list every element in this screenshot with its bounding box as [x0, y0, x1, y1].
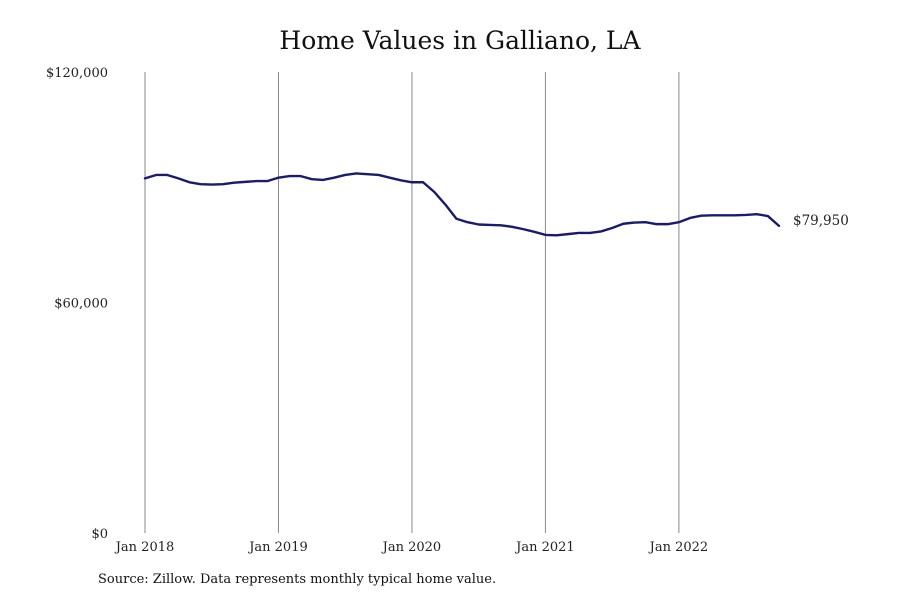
x-tick-label: Jan 2019	[247, 540, 308, 555]
series-line	[143, 172, 781, 237]
chart-title: Home Values in Galliano, LA	[279, 26, 641, 55]
y-tick-label: $60,000	[54, 297, 108, 312]
x-tick-label: Jan 2022	[648, 540, 709, 555]
series-layer: $79,950	[143, 172, 849, 237]
x-tick-label: Jan 2020	[381, 540, 442, 555]
y-tick-label: $0	[91, 527, 108, 542]
x-tick-label: Jan 2018	[114, 540, 175, 555]
axis-labels: Jan 2018 Jan 2019 Jan 2020 Jan 2021 Jan 2022…	[46, 66, 708, 555]
x-tick-label: Jan 2021	[514, 540, 575, 555]
end-value-label: $79,950	[793, 213, 849, 229]
y-tick-label: $120,000	[46, 66, 108, 81]
source-note: Source: Zillow. Data represents monthly …	[98, 572, 497, 587]
gridlines	[144, 72, 680, 533]
